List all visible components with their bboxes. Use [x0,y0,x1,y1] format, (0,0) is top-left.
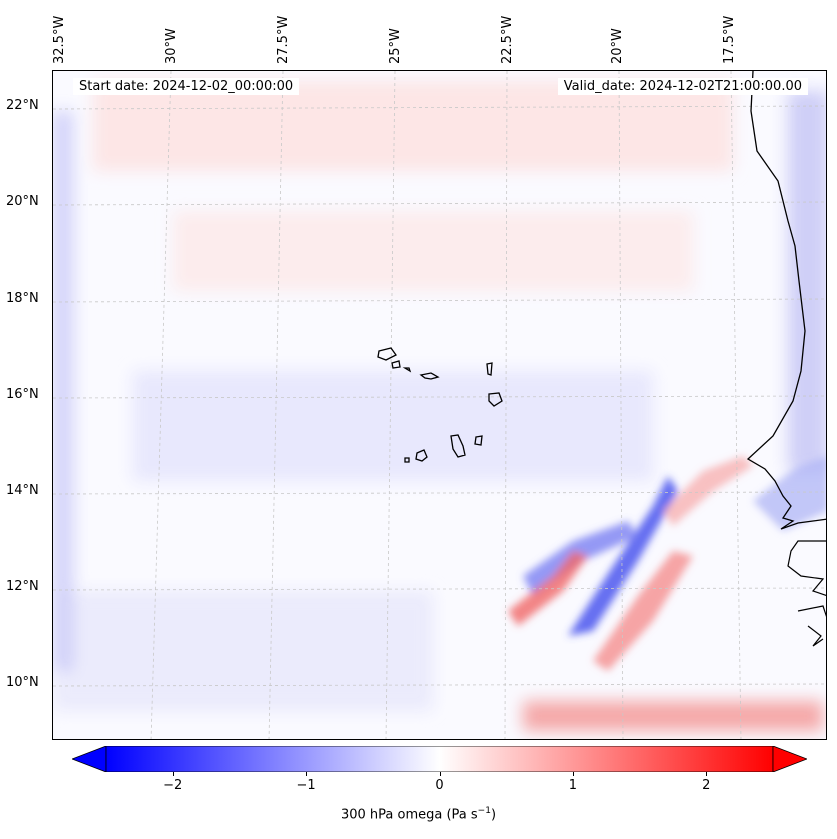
colorbar [70,745,809,773]
colorbar-tick-label: 2 [702,778,711,793]
field-blue-south [53,591,433,711]
lon-label-20w: 20°W [610,28,625,64]
lat-label-12n: 12°N [6,579,39,594]
lat-label-22n: 22°N [6,98,39,113]
lon-label-25w: 25°W [388,28,403,64]
colorbar-body [105,745,774,773]
lon-label-22-5w: 22.5°W [500,15,515,64]
colorbar-tick-mark [172,772,174,776]
lat-label-18n: 18°N [6,291,39,306]
colorbar-tick-label: −1 [296,778,316,793]
colorbar-units: (Pa s [446,807,478,823]
colorbar-tick-mark [572,772,574,776]
gridline-lon-27-5w [268,71,284,739]
start-date-label: Start date: 2024-12-02_00:00:00 [73,78,300,95]
island-boa-vista [488,392,503,407]
colorbar-right-extend [772,745,809,773]
coastline-south [787,540,826,647]
island-sal [486,362,493,376]
colorbar-left-extend [70,745,107,773]
island-santa-luzia [402,367,412,373]
island-santiago [450,434,466,458]
field-blue-band [133,371,653,481]
field-blue-streak-1 [568,476,678,636]
island-sao-nicolau [419,372,440,380]
gridline-lon-20w [618,71,624,739]
colorbar-tick-mark [306,772,308,776]
field-blue-coast [753,456,826,531]
map-panel[interactable]: Start date: 2024-12-02_00:00:00 Valid_da… [52,70,827,740]
field-red-streak-2 [593,551,693,671]
lon-label-17-5w: 17.5°W [722,15,737,64]
lon-label-32-5w: 32.5°W [52,15,67,64]
island-santo-antao [377,347,397,361]
colorbar-graphic [70,745,809,773]
field-pink-north [93,81,733,171]
colorbar-label: 300 hPa omega (Pa s−1) [0,806,837,822]
gridline-lon-25w [385,71,396,739]
field-blue-east [788,91,826,471]
omega-field [53,71,826,739]
field-blue-west [53,111,73,671]
colorbar-field: 300 hPa omega [340,807,443,823]
gridline-lon-30w [150,71,172,739]
graticule [53,71,826,739]
colorbar-units-exponent: −1 [477,806,491,816]
colorbar-tick-mark [706,772,708,776]
lat-label-14n: 14°N [6,483,39,498]
island-maio [474,435,483,446]
lat-label-20n: 20°N [6,194,39,209]
lon-label-27-5w: 27.5°W [276,15,291,64]
island-fogo [415,449,428,462]
field-pink-band [173,211,693,291]
field-red-streak-1 [508,551,588,626]
colorbar-tick-label: 0 [435,778,444,793]
lat-label-16n: 16°N [6,387,39,402]
colorbar-tick-label: 1 [568,778,578,793]
colorbar-tick-mark [439,772,441,776]
valid-date-label: Valid_date: 2024-12-02T21:00:00.00 [557,78,808,95]
field-red-streak-3 [663,456,753,526]
gridline-lon-22-5w [504,71,508,739]
colorbar-units-close: ) [490,807,497,823]
gridline-lon-17-5w [730,71,742,739]
island-sao-vicente [391,360,401,369]
field-red-south [523,701,823,731]
lon-label-30w: 30°W [164,28,179,64]
lat-label-10n: 10°N [6,675,39,690]
cape-verde-islands [377,347,503,463]
colorbar-tick-label: −2 [163,778,183,793]
coastline-africa [746,71,826,530]
island-brava [404,457,410,463]
